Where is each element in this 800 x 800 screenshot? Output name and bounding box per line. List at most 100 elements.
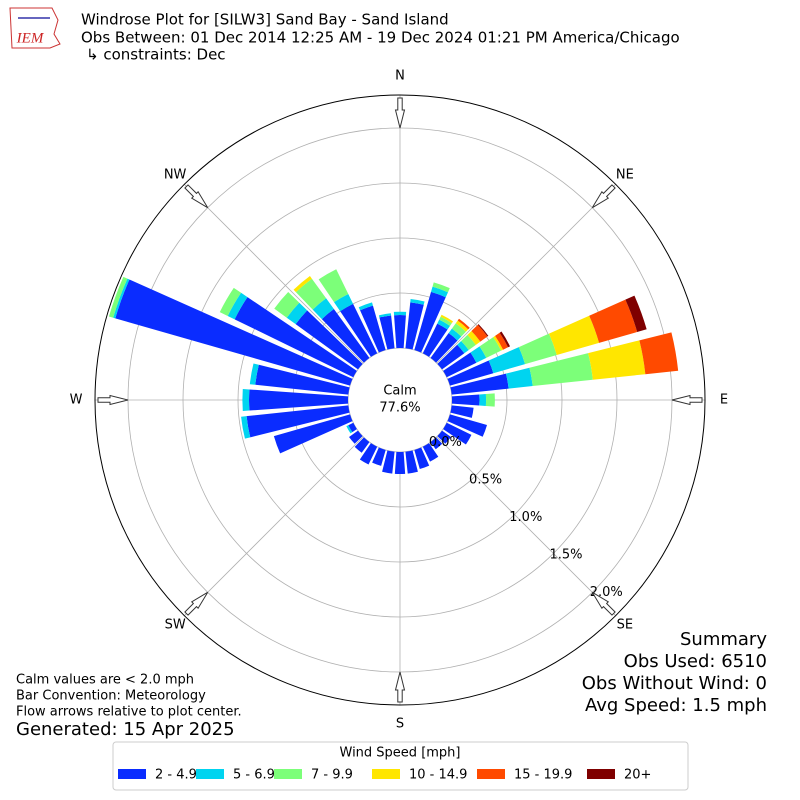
bar-segment	[382, 450, 395, 474]
bar-segment	[405, 302, 424, 350]
subtitle: Obs Between: 01 Dec 2014 12:25 AM - 19 D…	[81, 29, 680, 47]
bar-segment	[467, 331, 481, 345]
compass-label: SE	[617, 617, 633, 632]
bar-segment	[437, 430, 451, 444]
bar-segment	[439, 316, 452, 326]
bar-segment	[234, 297, 357, 378]
compass-label: E	[720, 393, 728, 408]
bar-segment	[394, 315, 406, 349]
bar-segment	[394, 451, 406, 474]
legend-swatch	[587, 769, 615, 779]
r-tick-label: 1.0%	[509, 510, 542, 525]
bar-segment	[432, 282, 450, 293]
legend-swatch	[477, 769, 505, 779]
compass-arrow	[591, 184, 616, 209]
compass-label: NW	[164, 168, 187, 183]
compass-arrow	[394, 671, 406, 703]
bar-segment	[274, 292, 300, 318]
bar-segment	[354, 437, 370, 453]
bar-segment	[405, 450, 418, 474]
outer-border	[94, 94, 706, 706]
bar-segment	[495, 332, 509, 350]
bar-segment	[241, 416, 251, 439]
legend-label: 2 - 4.9	[155, 768, 197, 783]
calm-value: 77.6%	[379, 401, 420, 416]
bar-segment	[334, 293, 354, 312]
legend-title: Wind Speed [mph]	[340, 746, 461, 761]
compass-arrow	[671, 394, 703, 406]
legend-label: 20+	[624, 768, 651, 783]
grid-spoke	[436, 184, 616, 364]
bar-segment	[321, 308, 370, 363]
bar-segment	[219, 287, 242, 316]
bar-segment	[461, 334, 476, 351]
legend-swatch	[372, 769, 400, 779]
compass-arrow	[184, 184, 209, 209]
summary-title: Summary	[680, 629, 767, 650]
grid-spoke	[184, 184, 364, 364]
bar-segment	[378, 313, 392, 318]
calm-circle	[349, 349, 451, 451]
compass-arrow	[394, 97, 406, 129]
bar-segment	[295, 310, 363, 370]
compass-arrow	[97, 394, 129, 406]
bar-segment	[477, 324, 489, 337]
constraints: ↳ constraints: Dec	[86, 46, 226, 64]
bar-segment	[457, 318, 470, 330]
bar-segment	[246, 405, 350, 438]
legend-swatch	[196, 769, 224, 779]
bar-segment	[450, 405, 474, 418]
bar-segment	[470, 346, 487, 363]
bar-segment	[455, 320, 469, 332]
bar-segment	[340, 303, 378, 357]
bar-segment	[273, 414, 353, 454]
bar-segment	[360, 305, 386, 353]
bar-segment	[255, 364, 350, 395]
compass-label: NE	[616, 168, 634, 183]
logo-text: IEM	[16, 30, 45, 46]
bar-segment	[358, 302, 373, 311]
summary-line: Obs Used: 6510	[624, 651, 767, 672]
bar-segment	[488, 347, 526, 374]
bar-segment	[451, 394, 480, 406]
grid-spoke	[184, 436, 364, 616]
generated: Generated: 15 Apr 2025	[16, 719, 235, 740]
bar-segment	[431, 286, 448, 298]
summary-line: Avg Speed: 1.5 mph	[585, 695, 767, 716]
legend-box	[112, 741, 689, 791]
legend-label: 5 - 6.9	[233, 768, 275, 783]
bar-segment	[242, 389, 250, 411]
bar-segment	[295, 278, 327, 310]
summary-line: Obs Without Wind: 0	[582, 673, 767, 694]
bar-segment	[451, 323, 466, 337]
bar-segment	[249, 363, 259, 385]
note: Bar Convention: Meteorology	[16, 689, 206, 704]
bar-segment	[349, 430, 363, 444]
bar-segment	[430, 333, 458, 363]
bar-segment	[443, 352, 477, 378]
bar-segment	[286, 302, 308, 325]
legend-label: 15 - 19.9	[514, 768, 572, 783]
legend-swatch	[118, 769, 146, 779]
bar-segment	[437, 319, 450, 330]
bar-segment	[639, 332, 679, 375]
note: Flow arrows relative to plot center.	[16, 705, 242, 720]
r-tick-label: 2.0%	[590, 585, 623, 600]
compass-label: SW	[165, 617, 186, 632]
bar-segment	[293, 276, 312, 293]
bar-segment	[348, 422, 357, 433]
bar-segment	[318, 269, 349, 303]
bar-segment	[115, 279, 353, 386]
bar-segment	[457, 340, 469, 354]
bar-segment	[414, 447, 430, 470]
bar-segment	[625, 295, 647, 333]
grid-spoke	[436, 436, 616, 616]
title: Windrose Plot for [SILW3] Sand Bay - San…	[81, 11, 449, 29]
bar-segment	[450, 373, 509, 395]
bar-segment	[447, 360, 494, 386]
bar-segment	[108, 276, 128, 318]
r-tick-label: 1.5%	[550, 547, 583, 562]
legend-swatch	[274, 769, 302, 779]
bar-segment	[248, 389, 349, 411]
